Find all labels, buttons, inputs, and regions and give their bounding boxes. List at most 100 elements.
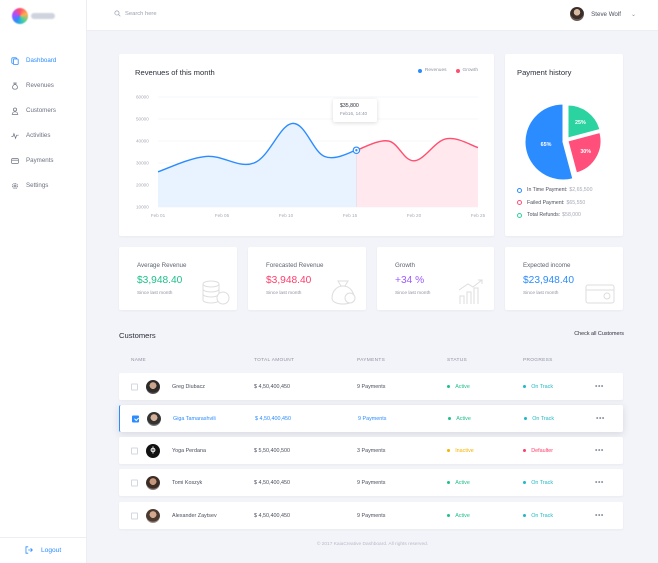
column-header-name[interactable]: NAME	[131, 358, 147, 363]
sidebar-item-activities[interactable]: Activities	[0, 123, 87, 148]
row-checkbox[interactable]	[131, 512, 138, 519]
growth-chart-icon	[458, 279, 483, 304]
y-tick-label: 20000	[136, 183, 149, 188]
user-menu[interactable]: Steve Wolf ⌄	[570, 7, 636, 21]
pie-slice-failed-payment	[567, 131, 602, 174]
sidebar-nav: Dashboard Revenues Customers Activities …	[0, 48, 87, 198]
sidebar-item-dashboard[interactable]: Dashboard	[0, 48, 87, 73]
stat-label: Average Revenue	[137, 262, 187, 269]
avatar: ϕ	[146, 443, 160, 458]
series-area-growth	[356, 138, 478, 207]
sidebar-item-customers[interactable]: Customers	[0, 98, 87, 123]
legend-failed: Failed Payment: $65,550	[517, 197, 592, 210]
search-input[interactable]: Search here	[125, 10, 157, 17]
stat-label: Expected income	[523, 262, 571, 269]
search-bar[interactable]: Search here	[114, 10, 157, 17]
series-area-revenues	[158, 123, 357, 207]
table-row[interactable]: ϕ Yoga Perdana $ 5,50,400,500 3 Payments…	[119, 437, 623, 464]
sidebar-item-revenues[interactable]: Revenues	[0, 73, 87, 98]
stat-value: $3,948.40	[266, 275, 312, 286]
user-icon	[10, 106, 19, 115]
table-row[interactable]: Alexander Zaytsev $ 4,50,400,450 9 Payme…	[119, 502, 623, 529]
table-header: NAME TOTAL AMOUNT PAYMENTS STATUS PROGRE…	[119, 358, 623, 368]
chart-legend: Revenues Growth	[409, 68, 478, 73]
sidebar-item-label: Payments	[26, 157, 54, 164]
logout-label: Logout	[41, 547, 62, 554]
topbar: Search here Steve Wolf ⌄	[87, 0, 658, 31]
revenue-title: Revenues of this month	[135, 68, 215, 77]
pie-label: 30%	[580, 149, 591, 155]
more-options-icon[interactable]: •••	[595, 512, 604, 519]
logo-wordmark	[31, 13, 55, 19]
column-header-progress[interactable]: PROGRESS	[523, 358, 553, 363]
gear-icon	[10, 181, 19, 190]
legend-in-time: In Time Payment: $2,65,500	[517, 184, 592, 197]
table-row[interactable]: Giga Tamarashvili $ 4,50,400,450 9 Payme…	[119, 405, 623, 432]
card-icon	[10, 156, 19, 165]
tooltip-value: $35,800	[340, 103, 359, 109]
sidebar-item-settings[interactable]: Settings	[0, 173, 87, 198]
stat-label: Forecasted Revenue	[266, 262, 324, 269]
payment-history-card: Payment history 25% 30% 65% In Time Paymen…	[505, 54, 623, 236]
progress-badge: On Track	[524, 416, 554, 422]
customer-name: Giga Tamarashvili	[173, 415, 216, 422]
more-options-icon[interactable]: •••	[595, 447, 604, 454]
status-badge: Active	[447, 384, 470, 390]
stat-expected-income: Expected income $23,948.40 Since last mo…	[505, 247, 623, 310]
customer-amount: $ 4,50,400,450	[254, 512, 290, 519]
user-name: Steve Wolf	[591, 10, 621, 18]
stat-since: Since last month	[523, 291, 559, 296]
chart-tooltip: $35,800 Feb16, 14:40	[333, 99, 377, 122]
chevron-down-icon: ⌄	[630, 11, 636, 18]
stat-since: Since last month	[266, 291, 302, 296]
avatar	[570, 7, 585, 21]
pulse-icon	[10, 131, 19, 140]
column-header-amount[interactable]: TOTAL AMOUNT	[254, 358, 295, 363]
app-logo[interactable]	[12, 7, 82, 25]
x-tick-label: Feb 01	[151, 213, 166, 218]
x-tick-label: Feb 20	[407, 213, 422, 218]
dashboard-icon	[10, 56, 19, 65]
row-checkbox[interactable]	[131, 383, 138, 390]
legend-revenues[interactable]: Revenues	[417, 68, 447, 73]
sidebar-item-label: Revenues	[26, 82, 54, 89]
stat-since: Since last month	[137, 291, 173, 296]
row-checkbox[interactable]	[131, 479, 138, 486]
search-icon	[114, 10, 121, 17]
payment-legend: In Time Payment: $2,65,500 Failed Payment…	[517, 184, 592, 222]
customer-amount: $ 4,50,400,450	[255, 415, 291, 422]
y-tick-label: 10000	[136, 205, 149, 210]
series-line-growth	[356, 137, 479, 162]
logout-button[interactable]: Logout	[0, 537, 87, 563]
y-tick-label: 60000	[136, 95, 149, 100]
stat-average-revenue: Average Revenue $3,948.40 Since last mon…	[119, 247, 237, 310]
customer-name: Alexander Zaytsev	[172, 512, 217, 519]
sidebar-item-label: Dashboard	[26, 57, 57, 64]
table-row[interactable]: Tomi Koszyk $ 4,50,400,450 9 Payments Ac…	[119, 469, 623, 496]
row-checkbox[interactable]	[131, 447, 138, 454]
sidebar-item-payments[interactable]: Payments	[0, 148, 87, 173]
column-header-status[interactable]: STATUS	[447, 358, 468, 363]
column-header-payments[interactable]: PAYMENTS	[357, 358, 386, 363]
pie-slice-in-time-payment	[524, 103, 574, 181]
y-tick-label: 40000	[136, 139, 149, 144]
sidebar-item-label: Activities	[26, 132, 51, 139]
stat-since: Since last month	[395, 291, 431, 296]
row-checkbox[interactable]	[132, 415, 139, 422]
customer-amount: $ 5,50,400,500	[254, 447, 290, 454]
x-tick-label: Feb 15	[343, 213, 358, 218]
status-badge: Active	[447, 513, 470, 519]
more-options-icon[interactable]: •••	[595, 383, 604, 390]
status-badge: Active	[448, 416, 471, 422]
progress-badge: On Track	[523, 384, 553, 390]
more-options-icon[interactable]: •••	[595, 479, 604, 486]
legend-growth[interactable]: Growth	[455, 68, 478, 73]
more-options-icon[interactable]: •••	[596, 415, 605, 422]
customer-payments: 3 Payments	[357, 447, 386, 454]
series-line-revenues	[157, 122, 357, 173]
check-all-customers-link[interactable]: Check all Customers	[574, 331, 624, 337]
table-row[interactable]: Greg Diubacz $ 4,50,400,450 9 Payments A…	[119, 373, 623, 400]
highlight-point-center	[355, 149, 358, 152]
customer-payments: 9 Payments	[358, 415, 387, 422]
sidebar-item-label: Settings	[26, 182, 49, 189]
